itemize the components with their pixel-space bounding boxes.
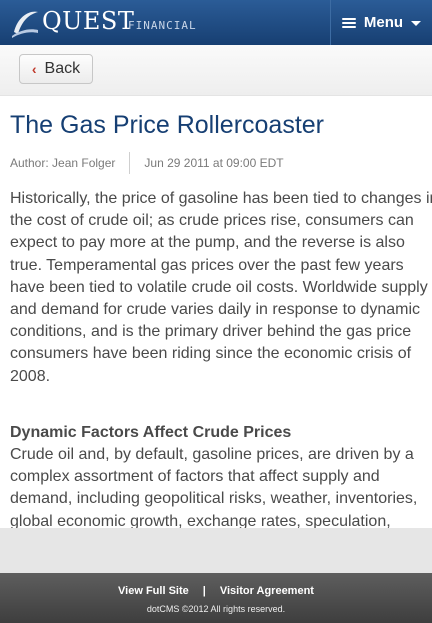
article-date: Jun 29 2011 at 09:00 EDT: [144, 156, 283, 170]
back-toolbar: ‹ Back: [0, 45, 432, 96]
menu-label: Menu: [364, 14, 403, 31]
article-body: Historically, the price of gasoline has …: [10, 188, 432, 388]
meta-divider: [129, 152, 130, 174]
menu-button[interactable]: Menu: [330, 0, 432, 45]
article-paragraph-1: Historically, the price of gasoline has …: [10, 188, 432, 388]
article-author: Author: Jean Folger: [10, 156, 115, 170]
footer-copyright: dotCMS ©2012 All rights reserved.: [0, 604, 432, 614]
article-title: The Gas Price Rollercoaster: [10, 111, 324, 140]
footer-links: View Full Site | Visitor Agreement: [0, 585, 432, 597]
view-full-site-link[interactable]: View Full Site: [118, 585, 189, 597]
page-footer: View Full Site | Visitor Agreement dotCM…: [0, 573, 432, 623]
logo-swoosh-icon: [10, 6, 40, 38]
footer-separator: |: [203, 585, 206, 597]
article-meta: Author: Jean Folger Jun 29 2011 at 09:00…: [10, 152, 284, 174]
quest-financial-logo[interactable]: QUEST FINANCIAL: [10, 4, 210, 40]
brand-main: QUEST: [42, 8, 134, 34]
back-label: Back: [45, 60, 81, 78]
hamburger-icon: [342, 17, 356, 29]
caret-down-icon: [411, 21, 421, 26]
article-paragraph-2: Crude oil and, by default, gasoline pric…: [10, 444, 432, 533]
brand-sub: FINANCIAL: [128, 19, 197, 32]
back-button[interactable]: ‹ Back: [19, 54, 93, 84]
visitor-agreement-link[interactable]: Visitor Agreement: [220, 585, 314, 597]
section-heading: Dynamic Factors Affect Crude Prices: [10, 422, 291, 444]
chevron-left-icon: ‹: [32, 61, 37, 77]
top-header-bar: QUEST FINANCIAL Menu: [0, 0, 432, 46]
content-fade-band: [0, 528, 432, 573]
